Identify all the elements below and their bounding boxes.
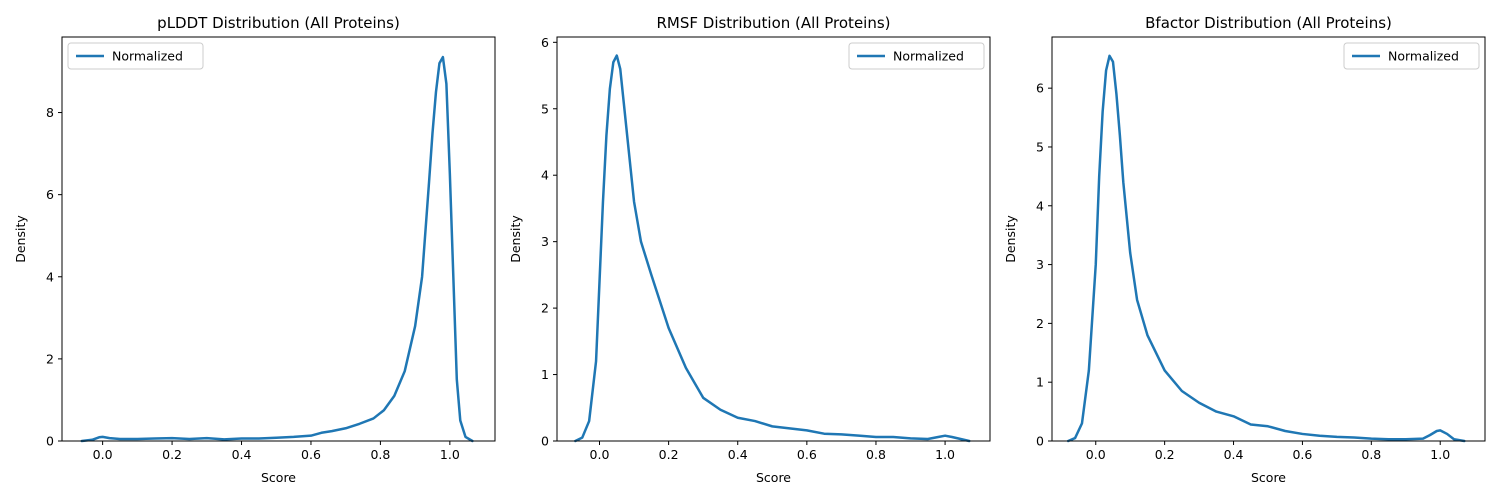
legend: Normalized bbox=[67, 42, 204, 70]
y-tick-label: 0 bbox=[46, 434, 54, 449]
x-tick-label: 0.0 bbox=[1086, 447, 1106, 462]
y-tick-label: 5 bbox=[541, 101, 549, 116]
legend-label: Normalized bbox=[112, 49, 183, 64]
chart-title: Bfactor Distribution (All Proteins) bbox=[1145, 14, 1392, 32]
y-tick-label: 3 bbox=[541, 234, 549, 249]
x-tick-label: 0.8 bbox=[866, 447, 886, 462]
legend: Normalized bbox=[848, 42, 985, 70]
y-tick-label: 4 bbox=[1036, 198, 1044, 213]
legend-box bbox=[1343, 42, 1480, 70]
x-axis-label: Score bbox=[1251, 470, 1286, 485]
x-tick-label: 0.2 bbox=[162, 447, 182, 462]
series-line-1 bbox=[574, 54, 971, 443]
y-axis-label: Density bbox=[1003, 215, 1018, 263]
chart-title: RMSF Distribution (All Proteins) bbox=[656, 14, 890, 32]
legend-label: Normalized bbox=[893, 49, 964, 64]
y-tick-label: 2 bbox=[1036, 316, 1044, 331]
axes-frame bbox=[1051, 36, 1486, 442]
y-tick-label: 0 bbox=[1036, 434, 1044, 449]
y-tick-label: 3 bbox=[1036, 257, 1044, 272]
x-tick-label: 0.2 bbox=[659, 447, 679, 462]
y-tick-label: 8 bbox=[46, 105, 54, 120]
y-tick-label: 0 bbox=[541, 434, 549, 449]
chart-panel-3: 0.0 0.2 0.4 0.6 0.8 1.0 0 1 2 3 4 5 6 Bfactor Distrib… bbox=[1003, 14, 1486, 485]
x-tick-label: 0.4 bbox=[232, 447, 252, 462]
y-tick-label: 1 bbox=[1036, 375, 1044, 390]
chart-panel-2: 0.0 0.2 0.4 0.6 0.8 1.0 0 1 2 3 4 5 6 RMSF Distributi… bbox=[508, 14, 991, 485]
y-tick-label: 4 bbox=[541, 168, 549, 183]
y-tick-label: 6 bbox=[46, 187, 54, 202]
y-tick-label: 2 bbox=[541, 301, 549, 316]
y-axis-label: Density bbox=[13, 215, 28, 263]
legend-box bbox=[848, 42, 985, 70]
legend-box bbox=[67, 42, 204, 70]
axes-frame bbox=[556, 36, 991, 442]
x-tick-label: 0.6 bbox=[797, 447, 817, 462]
legend: Normalized bbox=[1343, 42, 1480, 70]
y-axis-label: Density bbox=[508, 215, 523, 263]
x-tick-label: 0.4 bbox=[728, 447, 748, 462]
x-tick-label: 1.0 bbox=[1430, 447, 1450, 462]
x-tick-label: 0.8 bbox=[1361, 447, 1381, 462]
y-tick-label: 5 bbox=[1036, 139, 1044, 154]
x-axis-label: Score bbox=[261, 470, 296, 485]
chart-panel-1: 0.0 0.2 0.4 0.6 0.8 1.0 0 2 4 6 8 pLDDT Distributio… bbox=[13, 14, 496, 485]
y-tick-label: 4 bbox=[46, 269, 54, 284]
x-tick-label: 0.8 bbox=[370, 447, 390, 462]
axes-frame bbox=[61, 36, 496, 442]
series-line-1 bbox=[1066, 54, 1466, 443]
x-tick-label: 1.0 bbox=[935, 447, 955, 462]
y-tick-label: 2 bbox=[46, 351, 54, 366]
x-tick-label: 0.6 bbox=[1292, 447, 1312, 462]
y-tick-label: 6 bbox=[541, 35, 549, 50]
x-tick-label: 0.0 bbox=[590, 447, 610, 462]
x-tick-label: 1.0 bbox=[440, 447, 460, 462]
legend-label: Normalized bbox=[1388, 49, 1459, 64]
y-tick-label: 6 bbox=[1036, 81, 1044, 96]
x-tick-label: 0.2 bbox=[1155, 447, 1175, 462]
x-tick-label: 0.6 bbox=[301, 447, 321, 462]
series-line-1 bbox=[80, 55, 474, 443]
y-tick-label: 1 bbox=[541, 367, 549, 382]
x-axis-label: Score bbox=[756, 470, 791, 485]
chart-title: pLDDT Distribution (All Proteins) bbox=[157, 14, 400, 32]
x-tick-label: 0.0 bbox=[93, 447, 113, 462]
x-tick-label: 0.4 bbox=[1224, 447, 1244, 462]
